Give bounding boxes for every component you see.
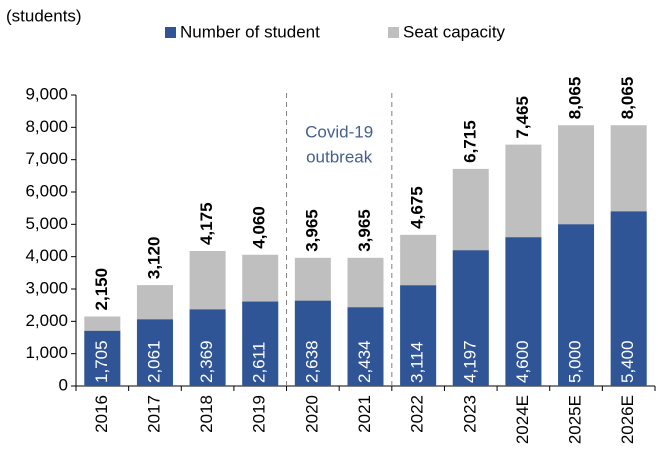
x-tick-label: 2025E <box>566 395 585 444</box>
total-label: 7,465 <box>513 96 532 139</box>
y-tick-label: 6,000 <box>25 181 68 200</box>
annotation: Covid-19 <box>305 122 373 141</box>
total-label: 3,965 <box>302 209 321 252</box>
bar <box>189 309 226 386</box>
total-label: 3,965 <box>355 209 374 252</box>
value-label: 5,400 <box>618 340 637 383</box>
y-tick-label: 5,000 <box>25 214 68 233</box>
x-tick-label: 2026E <box>618 395 637 444</box>
x-tick-label: 2016 <box>92 395 111 433</box>
y-tick-label: 3,000 <box>25 278 68 297</box>
total-label: 6,715 <box>460 120 479 163</box>
x-tick-label: 2018 <box>197 395 216 433</box>
bar <box>452 250 489 386</box>
value-label: 2,434 <box>355 340 374 383</box>
value-label: 1,705 <box>92 340 111 383</box>
value-label: 2,611 <box>250 342 269 383</box>
total-label: 2,150 <box>92 268 111 311</box>
total-label: 4,675 <box>408 186 427 229</box>
total-label: 8,065 <box>618 77 637 120</box>
total-label: 3,120 <box>144 237 163 280</box>
legend-label: Number of student <box>180 22 320 41</box>
y-axis-label: (students) <box>6 6 82 25</box>
x-tick-label: 2024E <box>513 395 532 444</box>
y-tick-label: 8,000 <box>25 117 68 136</box>
value-label: 5,000 <box>566 340 585 383</box>
x-tick-label: 2022 <box>408 395 427 433</box>
bar <box>505 237 542 386</box>
bar <box>242 301 279 386</box>
legend-swatch <box>388 27 399 38</box>
y-tick-label: 1,000 <box>25 343 68 362</box>
value-label: 2,061 <box>144 340 163 383</box>
bar <box>400 285 437 386</box>
x-tick-label: 2017 <box>144 395 163 433</box>
y-tick-label: 9,000 <box>25 84 68 103</box>
y-tick-label: 2,000 <box>25 311 68 330</box>
legend-label: Seat capacity <box>403 22 506 41</box>
y-tick-label: 0 <box>59 375 68 394</box>
annotation: outbreak <box>306 147 373 166</box>
bar <box>558 224 595 386</box>
bar <box>610 211 647 386</box>
y-tick-label: 4,000 <box>25 246 68 265</box>
value-label: 2,638 <box>302 340 321 383</box>
bar <box>84 330 121 386</box>
value-label: 2,369 <box>197 340 216 383</box>
value-label: 4,197 <box>460 340 479 383</box>
bar <box>136 319 173 386</box>
x-tick-label: 2020 <box>302 395 321 433</box>
bar <box>347 307 384 386</box>
total-label: 4,175 <box>197 202 216 245</box>
y-tick-label: 7,000 <box>25 149 68 168</box>
value-label: 3,114 <box>408 342 427 383</box>
total-label: 4,060 <box>250 206 269 249</box>
legend-swatch <box>165 27 176 38</box>
x-tick-label: 2019 <box>250 395 269 433</box>
bar <box>294 300 331 386</box>
x-tick-label: 2023 <box>460 395 479 433</box>
total-label: 8,065 <box>566 77 585 120</box>
value-label: 4,600 <box>513 340 532 383</box>
x-tick-label: 2021 <box>355 395 374 433</box>
